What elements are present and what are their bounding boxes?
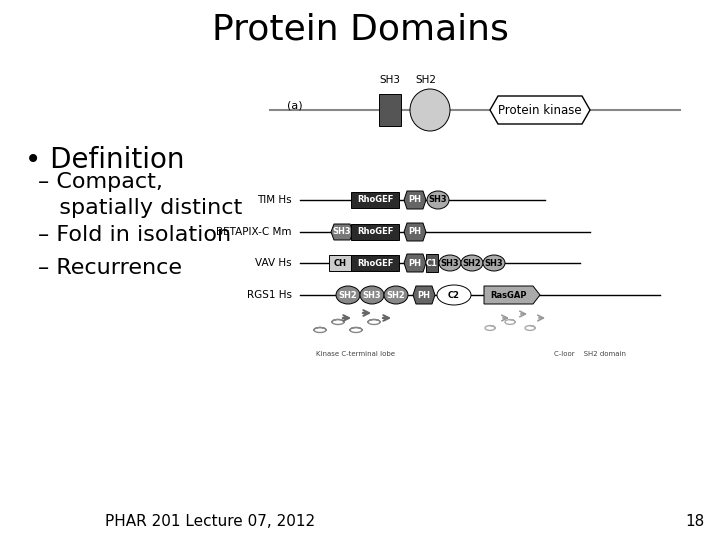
Text: RhoGEF: RhoGEF — [357, 259, 393, 267]
Text: – Compact,
   spatially distinct: – Compact, spatially distinct — [38, 172, 242, 218]
Text: SH3: SH3 — [441, 259, 459, 267]
Text: SH3: SH3 — [428, 195, 447, 205]
Text: SH2: SH2 — [463, 259, 482, 267]
Text: TIM Hs: TIM Hs — [257, 195, 292, 205]
FancyBboxPatch shape — [351, 255, 399, 271]
Text: VAV Hs: VAV Hs — [256, 258, 292, 268]
Text: SH3: SH3 — [485, 259, 503, 267]
Text: • Definition: • Definition — [25, 146, 184, 174]
Polygon shape — [490, 96, 590, 124]
Text: RhoGEF: RhoGEF — [357, 195, 393, 205]
Ellipse shape — [437, 285, 471, 305]
Text: RGS1 Hs: RGS1 Hs — [247, 290, 292, 300]
Ellipse shape — [439, 255, 461, 271]
FancyBboxPatch shape — [329, 255, 351, 271]
Text: SH3: SH3 — [363, 291, 382, 300]
Text: SH2: SH2 — [387, 291, 405, 300]
Text: SH2: SH2 — [338, 291, 357, 300]
Text: C2: C2 — [448, 291, 460, 300]
Polygon shape — [404, 254, 426, 272]
Text: PH: PH — [408, 259, 421, 267]
Ellipse shape — [461, 255, 483, 271]
Text: PH: PH — [408, 195, 421, 205]
Polygon shape — [404, 191, 426, 209]
Text: – Fold in isolation: – Fold in isolation — [38, 225, 231, 245]
Text: (a): (a) — [287, 100, 303, 110]
Text: RasGAP: RasGAP — [490, 291, 527, 300]
Polygon shape — [331, 224, 353, 240]
Ellipse shape — [336, 286, 360, 304]
Ellipse shape — [410, 89, 450, 131]
Polygon shape — [484, 286, 540, 304]
Text: CH: CH — [333, 259, 346, 267]
FancyBboxPatch shape — [426, 254, 438, 272]
Text: 18: 18 — [685, 515, 705, 530]
FancyBboxPatch shape — [379, 94, 401, 126]
Polygon shape — [413, 286, 435, 304]
Text: BETAPIX-C Mm: BETAPIX-C Mm — [217, 227, 292, 237]
FancyBboxPatch shape — [351, 192, 399, 208]
Text: Protein Domains: Protein Domains — [212, 13, 508, 47]
Text: C1: C1 — [426, 259, 438, 267]
Ellipse shape — [427, 191, 449, 209]
Text: RhoGEF: RhoGEF — [357, 227, 393, 237]
Text: SH3: SH3 — [333, 227, 351, 237]
Text: C-loor    SH2 domain: C-loor SH2 domain — [554, 351, 626, 357]
Text: Protein kinase: Protein kinase — [498, 104, 582, 117]
Ellipse shape — [360, 286, 384, 304]
FancyBboxPatch shape — [351, 224, 399, 240]
Text: SH2: SH2 — [415, 75, 436, 85]
Ellipse shape — [483, 255, 505, 271]
Text: PH: PH — [418, 291, 431, 300]
Text: PH: PH — [408, 227, 421, 237]
Ellipse shape — [384, 286, 408, 304]
Polygon shape — [404, 223, 426, 241]
Text: PHAR 201 Lecture 07, 2012: PHAR 201 Lecture 07, 2012 — [105, 515, 315, 530]
Text: Kinase C-terminal lobe: Kinase C-terminal lobe — [315, 351, 395, 357]
Text: – Recurrence: – Recurrence — [38, 258, 182, 278]
Text: SH3: SH3 — [379, 75, 400, 85]
